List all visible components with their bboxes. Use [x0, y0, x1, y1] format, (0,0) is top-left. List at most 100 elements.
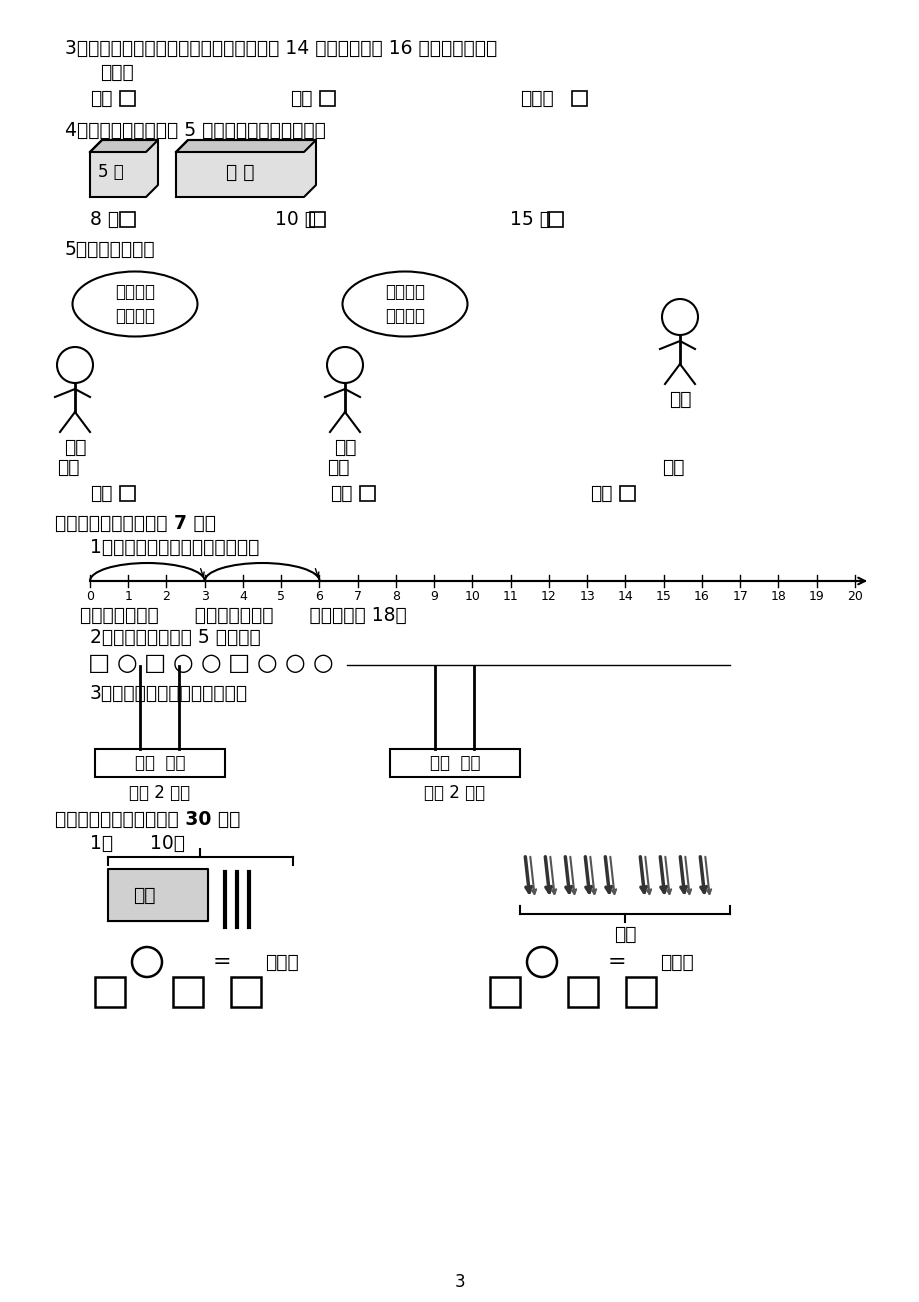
Ellipse shape	[73, 272, 198, 336]
Bar	[572, 91, 586, 105]
Text: 17: 17	[732, 591, 747, 604]
Polygon shape	[176, 141, 315, 152]
Bar	[619, 486, 634, 500]
Text: =: =	[213, 952, 232, 973]
Text: 2: 2	[163, 591, 170, 604]
Text: =: =	[607, 952, 626, 973]
Text: （支）: （支）	[265, 953, 299, 971]
Text: 4．估一估：小盒能装 5 个球，大盒能装多少个？: 4．估一估：小盒能装 5 个球，大盒能装多少个？	[65, 121, 325, 139]
Text: 四、画画、填填。（共 7 分）: 四、画画、填填。（共 7 分）	[55, 513, 216, 533]
Text: 9: 9	[430, 591, 437, 604]
Text: 一样多: 一样多	[519, 89, 553, 108]
Text: 小丽: 小丽	[589, 483, 612, 503]
Text: 10支: 10支	[150, 833, 185, 853]
Text: 小红: 小红	[63, 437, 86, 457]
Bar	[119, 211, 135, 227]
Polygon shape	[108, 868, 208, 921]
Bar	[95, 749, 225, 777]
Bar	[490, 976, 519, 1006]
Circle shape	[527, 947, 556, 976]
Text: 16: 16	[693, 591, 709, 604]
Text: 小红: 小红	[57, 457, 79, 477]
Text: 小林: 小林	[90, 89, 112, 108]
Text: 8 个: 8 个	[90, 210, 119, 228]
Text: 小明: 小明	[330, 483, 352, 503]
Text: ○: ○	[284, 651, 305, 674]
Bar	[119, 486, 135, 500]
Text: ？个: ？个	[613, 924, 636, 944]
Bar	[119, 91, 135, 105]
Text: 4: 4	[239, 591, 246, 604]
Text: 小红: 小红	[90, 483, 112, 503]
Text: ○: ○	[200, 651, 221, 674]
Text: ○: ○	[312, 651, 333, 674]
Text: 小红慢。: 小红慢。	[384, 307, 425, 326]
Text: （个）: （个）	[659, 953, 693, 971]
Text: 2．按规律，接着画 5 个图形。: 2．按规律，接着画 5 个图形。	[90, 628, 260, 647]
Text: 14: 14	[617, 591, 632, 604]
Text: 3．小林和小文看同一本童话书，小林看了 14 页，小文看了 16 页。谁剩下的页: 3．小林和小文看同一本童话书，小林看了 14 页，小文看了 16 页。谁剩下的页	[65, 39, 496, 57]
Text: 我跑得比: 我跑得比	[115, 283, 154, 301]
Text: 10: 10	[464, 591, 480, 604]
Text: 3: 3	[200, 591, 209, 604]
Text: 8: 8	[391, 591, 400, 604]
Bar	[359, 486, 375, 500]
Text: 12: 12	[540, 591, 556, 604]
Text: 3: 3	[454, 1273, 465, 1292]
Text: 3．按要求在计数器上画珠子。: 3．按要求在计数器上画珠子。	[90, 684, 248, 703]
Text: ○: ○	[117, 651, 137, 674]
Circle shape	[131, 947, 162, 976]
Polygon shape	[90, 141, 158, 197]
Text: 0: 0	[85, 591, 94, 604]
Text: 数多？: 数多？	[100, 62, 133, 82]
Text: 6: 6	[315, 591, 323, 604]
Text: 13: 13	[579, 591, 595, 604]
Bar	[95, 976, 125, 1006]
Text: 1．: 1．	[90, 833, 113, 853]
Text: 小明: 小明	[334, 437, 356, 457]
Circle shape	[57, 348, 93, 383]
Text: 19: 19	[808, 591, 823, 604]
Bar	[310, 211, 324, 227]
Bar	[173, 976, 203, 1006]
Text: 5 个: 5 个	[98, 164, 124, 181]
Text: 5．谁跑得最快？: 5．谁跑得最快？	[65, 240, 155, 259]
Text: ○: ○	[173, 651, 193, 674]
Text: □: □	[228, 651, 250, 674]
Text: 7: 7	[354, 591, 361, 604]
Text: ？ 个: ？ 个	[226, 163, 255, 182]
Text: ？支: ？支	[133, 885, 155, 905]
Text: 小丽快。: 小丽快。	[115, 307, 154, 326]
Bar	[320, 91, 335, 105]
Text: 像这样每次跳（      ）格，一共跳（      ）次正好到 18。: 像这样每次跳（ ）格，一共跳（ ）次正好到 18。	[80, 605, 406, 625]
Text: 11: 11	[503, 591, 518, 604]
Text: 小丽: 小丽	[668, 389, 690, 409]
Text: 5: 5	[277, 591, 285, 604]
Bar	[625, 976, 655, 1006]
Text: 1: 1	[124, 591, 132, 604]
Ellipse shape	[342, 272, 467, 336]
Text: 十位  个位: 十位 个位	[429, 754, 480, 772]
Bar	[548, 211, 562, 227]
Text: 五、解决实际问题。（共 30 分）: 五、解决实际问题。（共 30 分）	[55, 810, 240, 828]
Text: 我跑得比: 我跑得比	[384, 283, 425, 301]
Text: □: □	[87, 651, 110, 674]
Text: 小明: 小明	[326, 457, 349, 477]
Text: 小文: 小文	[289, 89, 312, 108]
Text: 表示 2 个十: 表示 2 个十	[424, 784, 485, 802]
Text: □: □	[143, 651, 166, 674]
Text: 表示 2 个一: 表示 2 个一	[130, 784, 190, 802]
Circle shape	[662, 299, 698, 335]
Bar	[390, 749, 519, 777]
Text: 10 个: 10 个	[275, 210, 315, 228]
Text: ○: ○	[256, 651, 277, 674]
Text: 15: 15	[655, 591, 671, 604]
Bar	[231, 976, 261, 1006]
Text: 18: 18	[770, 591, 786, 604]
Text: 小丽: 小丽	[662, 457, 684, 477]
Text: 15 个: 15 个	[509, 210, 550, 228]
Text: 1．照样子先连一连，再填一填。: 1．照样子先连一连，再填一填。	[90, 538, 259, 556]
Polygon shape	[176, 141, 315, 197]
Bar	[567, 976, 597, 1006]
Text: 20: 20	[846, 591, 862, 604]
